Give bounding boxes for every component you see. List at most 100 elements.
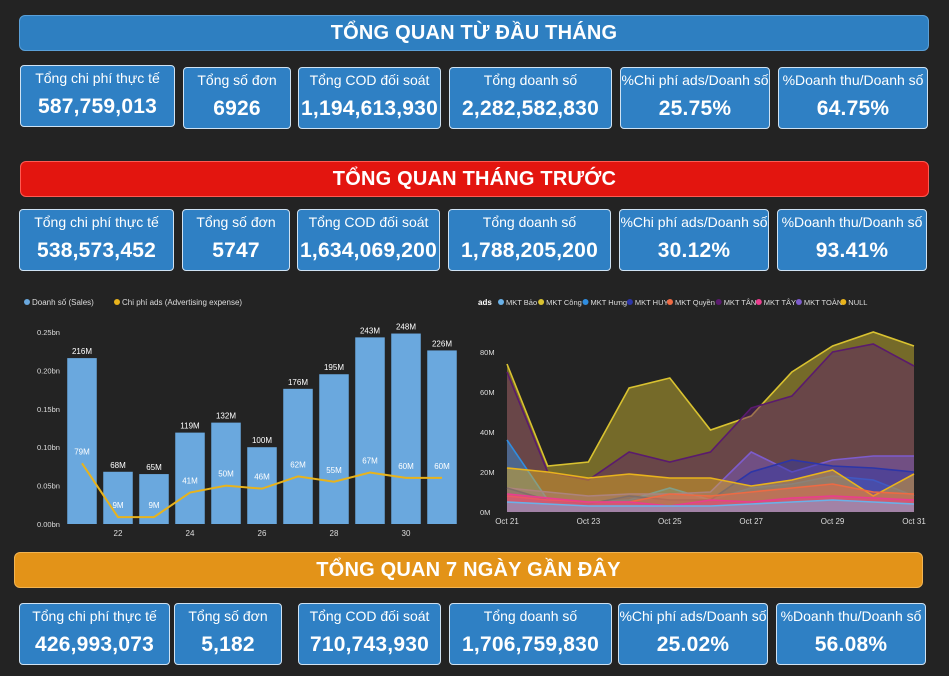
x-tick-label: 22 [114,529,123,538]
kpi-label: Tổng chi phí thực tế [35,70,160,86]
kpi-value: 5747 [212,239,260,262]
sales-bar-label: 195M [324,363,344,372]
sales-bar-label: 132M [216,412,236,421]
legend-title: ads [478,298,492,307]
x-tick-label: Oct 23 [577,517,601,526]
ads-cost-label: 60M [398,462,414,471]
legend-label-ads: Chi phí ads (Advertising expense) [122,298,242,307]
kpi-value: 56.08% [814,633,888,656]
sales-bar [283,388,313,524]
legend-label: MKT TÂN [724,298,757,307]
sales-bar-label: 226M [432,339,452,348]
kpi-label: Tổng COD đối soát [309,72,430,88]
ads-cost-label: 41M [182,477,198,486]
area-line [506,343,915,481]
legend-label: MKT TÂY [764,298,796,307]
ads-cost-label: 55M [326,466,342,475]
kpi-card-revenue-ratio: %Doanh thu/Doanh số 93.41% [777,209,927,271]
kpi-value: 710,743,930 [310,633,429,656]
kpi-card-revenue-ratio: %Doanh thu/Doanh số 64.75% [778,67,928,129]
ads-cost-label: 67M [362,457,378,466]
kpi-value: 1,788,205,200 [461,239,598,262]
kpi-card-ads-cost-ratio: %Chi phí ads/Doanh số 25.02% [618,603,768,665]
kpi-label: Tổng chi phí thực tế [32,608,157,624]
kpi-card-order-count: Tổng số đơn 5747 [182,209,290,271]
sales-bar-label: 216M [72,347,92,356]
legend-label: NULL [848,298,867,307]
kpi-value: 25.75% [658,97,732,120]
x-tick-label: 24 [186,529,195,538]
ads-cost-label: 9M [148,501,159,510]
kpi-label: Tổng doanh số [483,72,578,88]
sales-bar [391,333,421,524]
y-tick-label: 0.25bn [37,328,60,337]
kpi-card-actual-cost: Tổng chi phí thực tế 538,573,452 [19,209,174,271]
ads-cost-label: 60M [434,462,450,471]
kpi-value: 587,759,013 [38,95,157,118]
area-line [506,451,914,497]
y-tick-label: 20M [480,468,495,477]
legend-label: MKT TOÀN [804,298,842,307]
y-tick-label: 80M [480,348,495,357]
area-line [506,331,915,467]
legend-marker [795,299,802,305]
kpi-value: 30.12% [657,239,731,262]
x-tick-label: Oct 21 [495,517,519,526]
ads-cost-label: 9M [112,501,123,510]
kpi-card-cod-reconciled: Tổng COD đối soát 710,743,930 [298,603,441,665]
legend-label: MKT Hưng [591,298,628,307]
kpi-label: Tổng doanh số [483,608,578,624]
legend-marker [626,299,633,305]
sales-bar-label: 68M [110,461,126,470]
kpi-value: 6926 [213,97,261,120]
kpi-value: 93.41% [815,239,889,262]
y-tick-label: 0.15bn [37,405,60,414]
legend-marker-sales [24,299,30,305]
x-tick-label: 30 [402,529,411,538]
kpi-card-actual-cost: Tổng chi phí thực tế 587,759,013 [20,65,175,127]
area-fill [507,484,914,512]
y-tick-label: 0.20bn [37,366,60,375]
sales-bar-label: 248M [396,323,416,332]
kpi-card-ads-cost-ratio: %Chi phí ads/Doanh số 25.75% [620,67,770,129]
area-fill [507,332,914,512]
y-tick-label: 0M [480,508,490,517]
kpi-card-total-sales: Tổng doanh số 2,282,582,830 [449,67,612,129]
sales-bar-label: 243M [360,326,380,335]
x-tick-label: Oct 27 [739,517,763,526]
sales-bar [67,358,97,524]
sales-bar-label: 176M [288,378,308,387]
sales-bar-label: 100M [252,436,272,445]
area-line [506,467,915,497]
legend-marker [498,299,504,305]
legend-label: MKT HUY [635,298,669,307]
ads-cost-line [81,462,442,519]
kpi-label: %Chi phí ads/Doanh số [619,608,767,624]
kpi-label: %Doanh thu/Doanh số [781,214,923,230]
ads-cost-label: 62M [290,460,306,469]
kpi-label: %Chi phí ads/Doanh số [620,214,768,230]
sales-bar-label: 119M [180,422,200,431]
ads-by-marketer-area-chart: ads MKT Bảo MKT Công MKT Hưng MKT HUY MKT Quy… [478,298,926,526]
kpi-label: %Doanh thu/Doanh số [782,72,924,88]
ads-cost-label: 50M [218,470,234,479]
y-tick-label: 60M [480,388,495,397]
kpi-label: Tổng doanh số [482,214,577,230]
legend-label-sales: Doanh số (Sales) [32,298,94,307]
x-tick-label: 26 [258,529,267,538]
kpi-card-cod-reconciled: Tổng COD đối soát 1,194,613,930 [298,67,441,129]
kpi-value: 64.75% [816,97,890,120]
kpi-value: 1,634,069,200 [300,239,437,262]
section-title-month-to-date: TỔNG QUAN TỪ ĐẦU THÁNG [19,15,929,51]
kpi-label: Tổng COD đối soát [309,608,430,624]
kpi-label: %Chi phí ads/Doanh số [621,72,769,88]
kpi-label: %Doanh thu/Doanh số [780,608,922,624]
area-fill [507,494,914,512]
kpi-value: 2,282,582,830 [462,97,599,120]
area-fill [507,344,914,512]
y-tick-label: 40M [480,428,495,437]
kpi-label: Tổng số đơn [196,214,276,230]
kpi-label: Tổng COD đối soát [308,214,429,230]
ads-cost-label: 46M [254,473,270,482]
kpi-card-ads-cost-ratio: %Chi phí ads/Doanh số 30.12% [619,209,769,271]
